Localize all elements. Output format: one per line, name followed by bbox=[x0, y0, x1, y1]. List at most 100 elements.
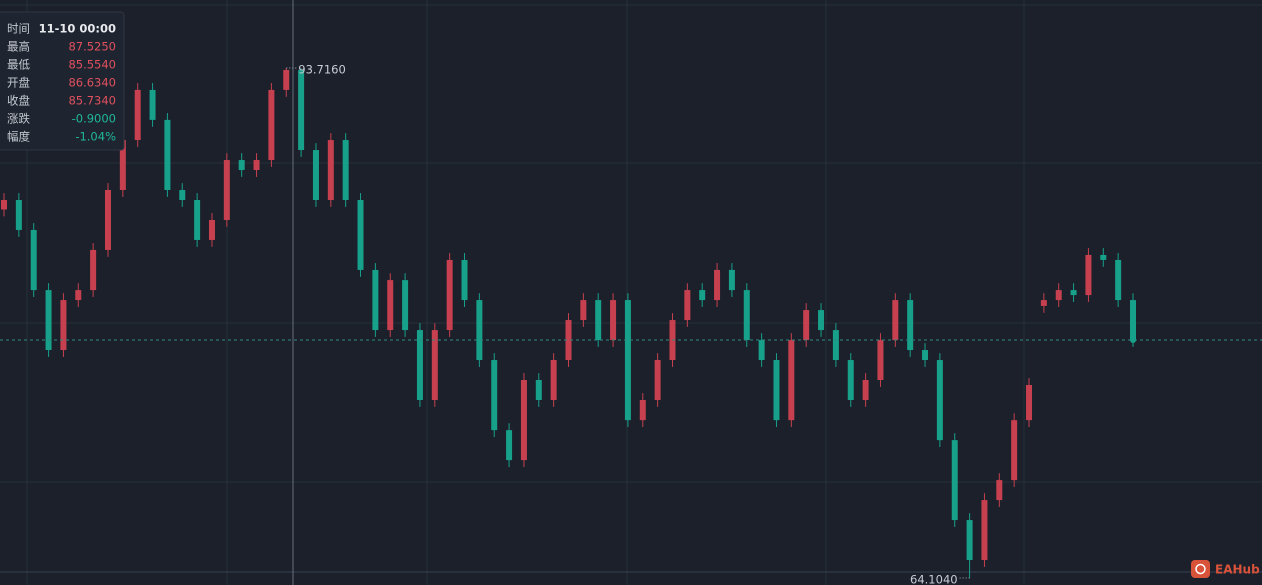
candle-body bbox=[654, 360, 661, 400]
candle-body bbox=[431, 330, 438, 400]
annotation-label: 93.7160 bbox=[298, 62, 346, 76]
candle-body bbox=[179, 190, 186, 200]
tooltip-rows: 时间 11-10 00:00 最高 87.5250 最低 85.5540 开盘 86.6340… bbox=[7, 22, 116, 144]
candle-body bbox=[699, 290, 706, 301]
candle-body bbox=[832, 330, 839, 361]
candle-body bbox=[981, 500, 988, 561]
candle-body bbox=[387, 280, 394, 331]
candle-body bbox=[372, 269, 379, 331]
candle-body bbox=[342, 140, 349, 200]
candle-body bbox=[75, 290, 82, 301]
logo-glyph bbox=[1195, 563, 1206, 575]
candle-body bbox=[743, 290, 750, 341]
candle-body bbox=[461, 259, 468, 301]
candle-body bbox=[520, 380, 527, 461]
tooltip-value: -1.04% bbox=[75, 130, 116, 144]
candle-body bbox=[936, 360, 943, 441]
candle-body bbox=[327, 140, 334, 200]
candle-body bbox=[238, 160, 245, 171]
candle-body bbox=[45, 290, 52, 351]
tooltip-key: 最低 bbox=[7, 58, 30, 72]
candle-body bbox=[565, 320, 572, 361]
candle-body bbox=[818, 310, 825, 331]
candle-body bbox=[714, 269, 721, 301]
candle-body bbox=[922, 350, 929, 361]
candle-body bbox=[253, 160, 260, 171]
candle-body bbox=[595, 300, 602, 341]
tooltip-value: -0.9000 bbox=[72, 112, 116, 126]
candle-body bbox=[446, 259, 453, 331]
candle-body bbox=[506, 430, 513, 461]
tooltip-value: 85.5540 bbox=[68, 58, 116, 72]
candle-body bbox=[892, 300, 899, 341]
candle-body bbox=[1100, 254, 1107, 260]
candle-body bbox=[164, 119, 171, 191]
candle-body bbox=[639, 399, 646, 421]
tooltip-value: 86.6340 bbox=[68, 76, 116, 90]
candle-body bbox=[951, 440, 958, 521]
candle-body bbox=[847, 360, 854, 400]
tooltip-key: 收盘 bbox=[7, 94, 30, 108]
candle-body bbox=[476, 300, 483, 361]
candle-body bbox=[15, 199, 22, 230]
tooltip-key: 幅度 bbox=[7, 130, 30, 144]
candle-body bbox=[357, 199, 364, 270]
candle-body bbox=[728, 269, 735, 291]
candle-body bbox=[60, 300, 67, 351]
candle-body bbox=[312, 150, 319, 200]
candle-body bbox=[1, 199, 7, 210]
candle-body bbox=[788, 340, 795, 421]
tooltip-value: 11-10 00:00 bbox=[39, 22, 116, 36]
candle-body bbox=[773, 360, 780, 421]
tooltip: 时间 11-10 00:00 最高 87.5250 最低 85.5540 开盘 86.6340… bbox=[0, 11, 125, 151]
candle-body bbox=[1026, 385, 1033, 421]
annotation-label: 64.1040 bbox=[910, 573, 958, 585]
candle-body bbox=[758, 340, 765, 361]
candle-body bbox=[194, 199, 201, 240]
tooltip-value: 85.7340 bbox=[68, 94, 116, 108]
candles: 93.7160 64.1040 bbox=[0, 62, 1262, 585]
candle-body bbox=[1115, 259, 1122, 301]
candle-body bbox=[535, 380, 542, 400]
candle-body bbox=[149, 89, 156, 120]
candle-body bbox=[966, 520, 973, 561]
candle-body bbox=[1040, 300, 1047, 306]
candle-body bbox=[1055, 290, 1062, 301]
candle-body bbox=[491, 360, 498, 431]
candle-body bbox=[119, 140, 126, 191]
candle-body bbox=[208, 219, 215, 240]
last-price-dot bbox=[1130, 337, 1136, 344]
tooltip-key: 开盘 bbox=[7, 76, 30, 90]
watermark-text: EAHub bbox=[1215, 563, 1260, 577]
candle-body bbox=[416, 330, 423, 400]
candle-body bbox=[684, 290, 691, 321]
candle-body bbox=[877, 340, 884, 381]
candle-body bbox=[1011, 420, 1018, 481]
candle-body bbox=[90, 249, 97, 291]
candle-body bbox=[104, 190, 111, 250]
candle-body bbox=[283, 69, 290, 90]
candle-body bbox=[580, 300, 587, 321]
tooltip-value: 87.5250 bbox=[68, 40, 116, 54]
candle-body bbox=[402, 280, 409, 331]
candle-body bbox=[223, 160, 230, 220]
tooltip-key: 涨跌 bbox=[7, 112, 30, 126]
watermark: EAHub bbox=[1191, 560, 1260, 578]
candle-body bbox=[134, 89, 141, 141]
candle-body bbox=[268, 89, 275, 161]
candle-body bbox=[1070, 290, 1077, 296]
candle-body bbox=[550, 360, 557, 400]
candle-body bbox=[996, 480, 1003, 501]
candle-body bbox=[1130, 300, 1136, 341]
candle-body bbox=[298, 69, 305, 151]
candle-body bbox=[30, 229, 37, 291]
candle-body bbox=[610, 300, 617, 341]
tooltip-key: 最高 bbox=[7, 40, 30, 54]
candle-body bbox=[1085, 254, 1092, 296]
tooltip-key: 时间 bbox=[7, 22, 30, 36]
candle-body bbox=[803, 310, 810, 341]
logo-icon bbox=[1191, 560, 1210, 578]
